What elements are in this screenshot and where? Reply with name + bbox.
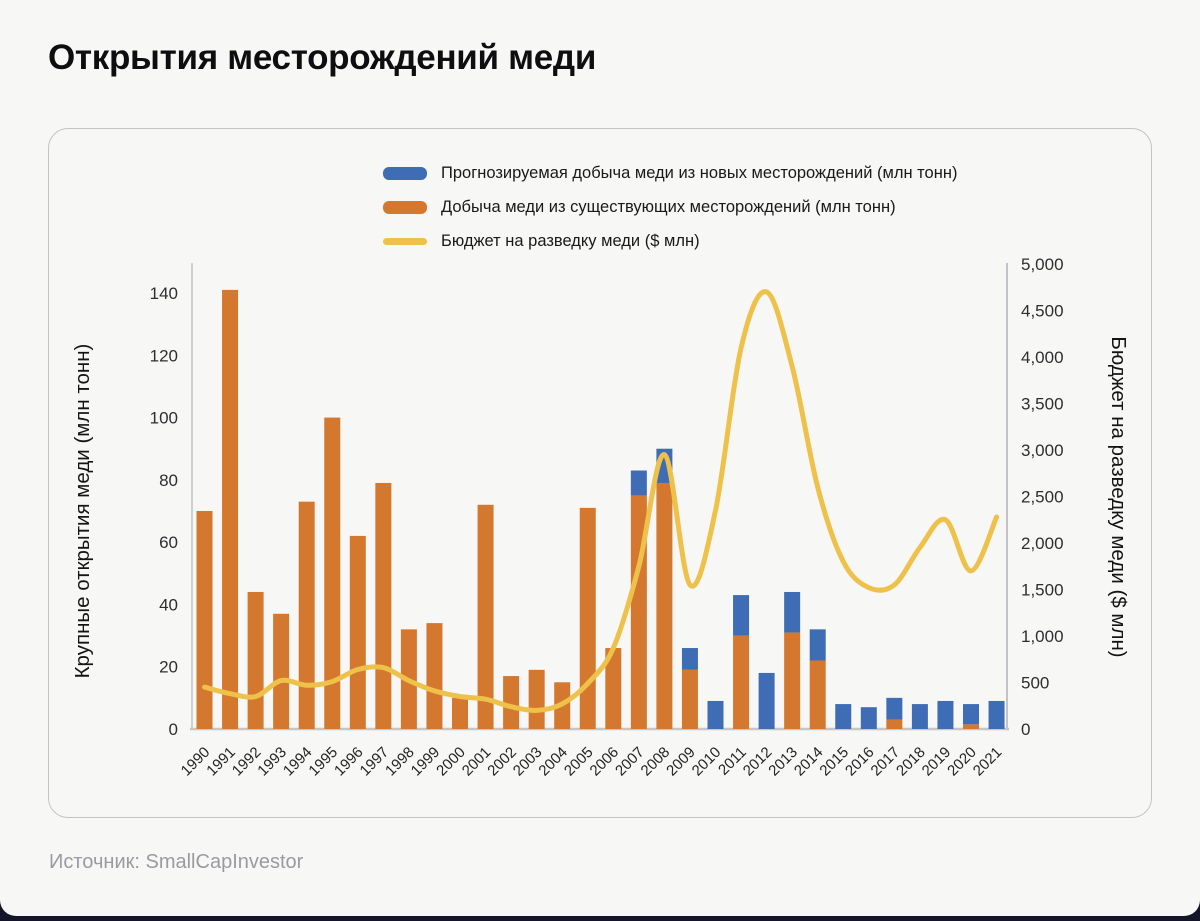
bar-segment-existing — [605, 648, 622, 729]
bar-segment-existing — [733, 635, 750, 729]
bar-segment-forecast — [681, 648, 698, 670]
bar-segment-existing — [426, 623, 443, 729]
left-axis-tick-label: 80 — [159, 471, 178, 490]
bar-segment-existing — [656, 482, 673, 729]
bar-segment-existing — [375, 482, 392, 729]
left-axis-tick-label: 20 — [159, 658, 178, 677]
right-axis-tick-label: 4,000 — [1021, 348, 1064, 367]
bar-segment-existing — [196, 511, 213, 729]
bar-segment-existing — [477, 504, 494, 729]
bar-segment-existing — [784, 632, 801, 729]
bar-segment-forecast — [707, 700, 724, 729]
bar-segment-forecast — [911, 704, 928, 729]
legend-swatch-blue-bar — [383, 166, 427, 180]
right-axis-tick-label: 2,500 — [1021, 488, 1064, 507]
bar-segment-existing — [503, 676, 520, 729]
bar-segment-forecast — [733, 595, 750, 636]
chart-legend: Прогнозируемая добыча меди из новых мест… — [383, 162, 957, 252]
left-axis-tick-label: 0 — [169, 720, 178, 739]
bar-segment-forecast — [963, 704, 979, 725]
bar-segment-existing — [886, 719, 903, 729]
legend-item-exploration-budget: Бюджет на разведку меди ($ млн) — [383, 230, 957, 252]
budget-line — [202, 289, 1000, 713]
right-axis-tick-label: 0 — [1021, 720, 1030, 739]
bar-segment-existing — [324, 417, 341, 729]
bar-segment-forecast — [809, 629, 826, 661]
bar-segment-existing — [222, 289, 239, 729]
left-axis-tick-label: 140 — [150, 284, 178, 303]
right-axis-tick-label: 1,000 — [1021, 627, 1064, 646]
right-axis-tick-label: 2,000 — [1021, 534, 1064, 553]
left-axis-title: Крупные открытия меди (млн тонн) — [71, 344, 94, 679]
bar-segment-existing — [963, 724, 979, 729]
bar-group — [196, 289, 1005, 729]
left-axis-tick-label: 60 — [159, 533, 178, 552]
bar-segment-forecast — [937, 700, 954, 729]
chart-card: Прогнозируемая добыча меди из новых мест… — [48, 128, 1152, 818]
right-axis-tick-label: 4,500 — [1021, 302, 1064, 321]
chart-plot: 0 20 40 60 80 100 120 140 0 500 1,000 1,500 2,000 2,5… — [71, 255, 1130, 780]
page-title: Открытия месторождений меди — [48, 38, 597, 77]
left-axis-tick-label: 100 — [150, 409, 178, 428]
left-axis-tick-label: 40 — [159, 595, 178, 614]
x-axis-year-label: 2021 — [970, 744, 1006, 780]
legend-swatch-yellow-line — [383, 237, 427, 245]
right-axis-tick-label: 500 — [1021, 674, 1049, 693]
bar-segment-existing — [298, 501, 315, 729]
right-axis-tick-label: 3,500 — [1021, 395, 1064, 414]
right-axis-tick-label: 3,000 — [1021, 441, 1064, 460]
bar-segment-forecast — [758, 672, 775, 729]
bar-segment-forecast — [886, 697, 903, 720]
bar-segment-forecast — [860, 707, 877, 729]
bar-segment-existing — [247, 591, 264, 729]
legend-swatch-orange-bar — [383, 200, 427, 214]
source-text: Источник: SmallCapInvestor — [49, 851, 304, 873]
bar-segment-forecast — [835, 704, 852, 729]
legend-label: Бюджет на разведку меди ($ млн) — [441, 231, 700, 250]
bar-segment-existing — [528, 669, 545, 729]
right-axis-tick-label: 1,500 — [1021, 581, 1064, 600]
bar-segment-existing — [452, 697, 468, 729]
bar-segment-existing — [349, 535, 366, 729]
left-axis-tick-label: 120 — [150, 346, 178, 365]
bar-segment-forecast — [630, 470, 647, 496]
legend-label: Добыча меди из существующих месторождени… — [441, 197, 896, 216]
legend-label: Прогнозируемая добыча меди из новых мест… — [441, 163, 958, 182]
bar-segment-forecast — [784, 591, 801, 633]
bar-segment-forecast — [988, 700, 1005, 729]
bar-segment-existing — [809, 660, 826, 729]
right-axis-title: Бюджет на разведку меди ($ млн) — [1107, 336, 1130, 657]
bar-segment-existing — [273, 613, 290, 729]
legend-item-forecast-production: Прогнозируемая добыча меди из новых мест… — [383, 162, 957, 184]
bar-segment-existing — [579, 507, 596, 729]
right-axis-tick-label: 5,000 — [1021, 255, 1064, 274]
bar-segment-existing — [681, 669, 698, 729]
legend-item-existing-production: Добыча меди из существующих месторождени… — [383, 196, 957, 218]
